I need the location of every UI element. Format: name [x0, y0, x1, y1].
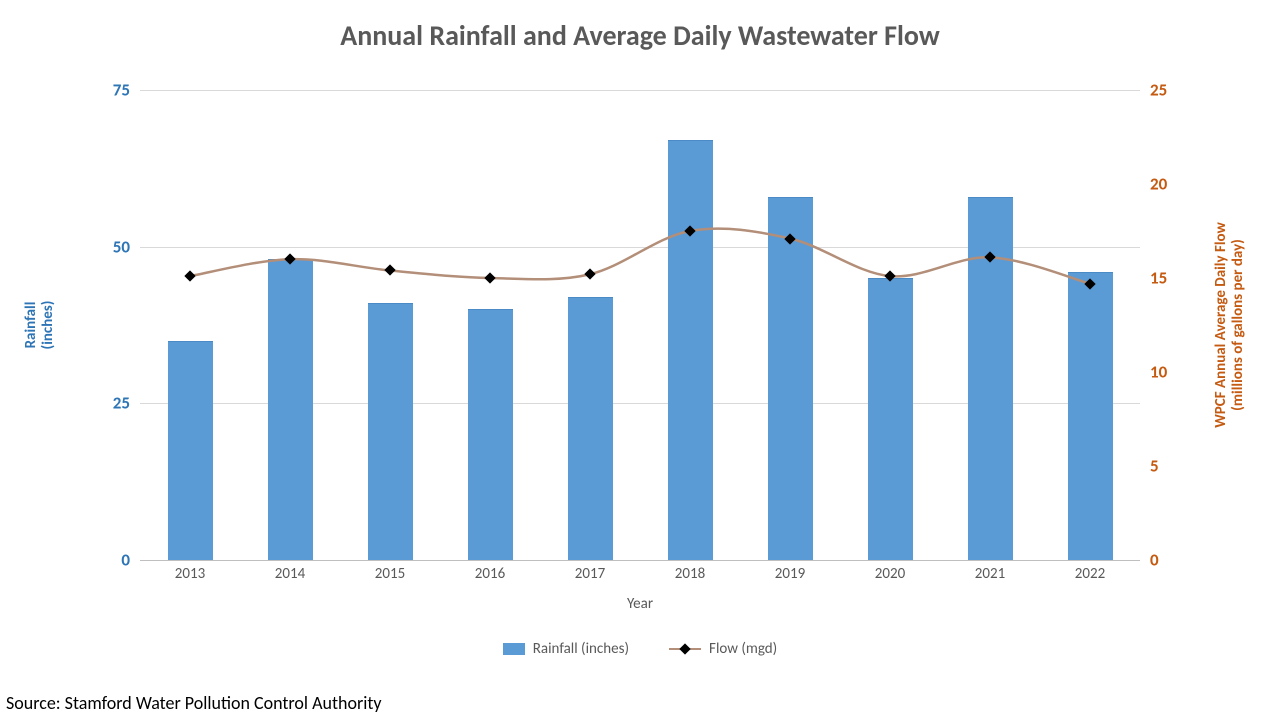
- x-axis-tick: 2017: [550, 565, 630, 583]
- legend-bar-swatch: [503, 643, 525, 655]
- x-axis-tick: 2022: [1050, 565, 1130, 583]
- rainfall-bar: [568, 297, 613, 560]
- legend-line-swatch: [669, 642, 701, 656]
- x-axis-label: Year: [0, 595, 1280, 613]
- source-text: Source: Stamford Water Pollution Control…: [6, 692, 382, 714]
- flow-marker: [384, 265, 395, 276]
- x-axis-tick: 2013: [150, 565, 230, 583]
- right-axis-label: WPCF Annual Average Daily Flow(millions …: [1213, 145, 1248, 505]
- x-axis-tick: 2015: [350, 565, 430, 583]
- legend-rainfall-label: Rainfall (inches): [533, 640, 629, 658]
- left-axis-tick: 0: [70, 550, 130, 571]
- flow-marker: [584, 269, 595, 280]
- right-axis-tick: 0: [1150, 550, 1200, 571]
- legend: Rainfall (inches) Flow (mgd): [0, 640, 1280, 658]
- x-axis-tick: 2021: [950, 565, 1030, 583]
- rainfall-bar: [768, 197, 813, 560]
- left-axis-tick: 75: [70, 80, 130, 101]
- right-axis-tick: 5: [1150, 456, 1200, 477]
- flow-marker: [184, 270, 195, 281]
- right-axis-tick: 20: [1150, 174, 1200, 195]
- right-axis-tick: 10: [1150, 362, 1200, 383]
- legend-flow-label: Flow (mgd): [709, 640, 777, 658]
- rainfall-bar: [868, 278, 913, 560]
- rainfall-bar: [468, 309, 513, 560]
- x-axis-tick: 2020: [850, 565, 930, 583]
- rainfall-bar: [1068, 272, 1113, 560]
- left-axis-label: Rainfall(inches): [23, 245, 58, 405]
- chart-container: Annual Rainfall and Average Daily Wastew…: [0, 0, 1280, 720]
- chart-title: Annual Rainfall and Average Daily Wastew…: [0, 18, 1280, 53]
- rainfall-bar: [168, 341, 213, 560]
- plot-area: [140, 90, 1140, 560]
- gridline: [140, 560, 1140, 561]
- right-axis-tick: 15: [1150, 268, 1200, 289]
- rainfall-bar: [268, 259, 313, 560]
- right-axis-tick: 25: [1150, 80, 1200, 101]
- left-axis-tick: 50: [70, 236, 130, 257]
- legend-rainfall: Rainfall (inches): [503, 640, 629, 658]
- rainfall-bar: [368, 303, 413, 560]
- left-axis-tick: 25: [70, 393, 130, 414]
- x-axis-tick: 2014: [250, 565, 330, 583]
- gridline: [140, 90, 1140, 91]
- x-axis-tick: 2019: [750, 565, 830, 583]
- rainfall-bar: [668, 140, 713, 560]
- legend-flow: Flow (mgd): [669, 640, 777, 658]
- flow-line: [190, 229, 1090, 284]
- flow-marker: [484, 272, 495, 283]
- x-axis-tick: 2016: [450, 565, 530, 583]
- x-axis-tick: 2018: [650, 565, 730, 583]
